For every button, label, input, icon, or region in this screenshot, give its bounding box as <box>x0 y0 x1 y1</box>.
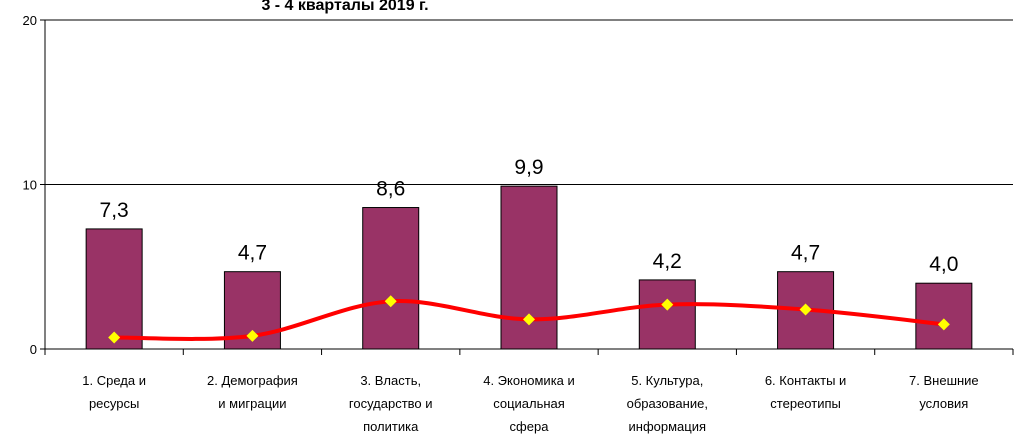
x-tick-label: 7. Внешние <box>909 373 979 388</box>
marker <box>108 331 121 344</box>
value-label: 4,0 <box>929 253 958 276</box>
marker <box>246 329 259 342</box>
y-tick-label: 0 <box>30 342 37 357</box>
value-label: 4,2 <box>653 250 682 273</box>
y-tick-label: 20 <box>23 13 37 28</box>
x-tick-label: 5. Культура, <box>631 373 703 388</box>
x-tick-label: политика <box>363 419 419 434</box>
bar <box>85 228 143 350</box>
bar <box>915 282 973 350</box>
x-tick-label: и миграции <box>218 396 286 411</box>
x-tick-label: социальная <box>493 396 565 411</box>
x-tick-label: 2. Демография <box>207 373 298 388</box>
y-tick-label: 10 <box>23 178 37 193</box>
marker <box>937 318 950 331</box>
value-label: 4,7 <box>238 242 267 265</box>
value-label: 8,6 <box>376 178 405 201</box>
value-label: 7,3 <box>100 199 129 222</box>
x-tick-label: условия <box>919 396 968 411</box>
x-tick-label: информация <box>629 419 707 434</box>
x-tick-label: образование, <box>627 396 708 411</box>
x-tick-label: 6. Контакты и <box>765 373 846 388</box>
marker <box>384 295 397 308</box>
x-tick-label: ресурсы <box>89 396 139 411</box>
bar <box>638 279 696 350</box>
x-tick-label: государство и <box>349 396 433 411</box>
marker <box>799 303 812 316</box>
x-tick-label: 1. Среда и <box>82 373 146 388</box>
x-tick-label: 3. Власть, <box>360 373 421 388</box>
chart-title: 3 - 4 кварталы 2019 г. <box>261 0 428 14</box>
x-tick-label: сфера <box>510 419 550 434</box>
x-tick-label: стереотипы <box>770 396 841 411</box>
bar <box>362 207 420 350</box>
value-label: 4,7 <box>791 242 820 265</box>
marker <box>523 313 535 326</box>
x-tick-label: 4. Экономика и <box>483 373 575 388</box>
marker <box>661 298 674 311</box>
value-label: 9,9 <box>514 156 543 179</box>
